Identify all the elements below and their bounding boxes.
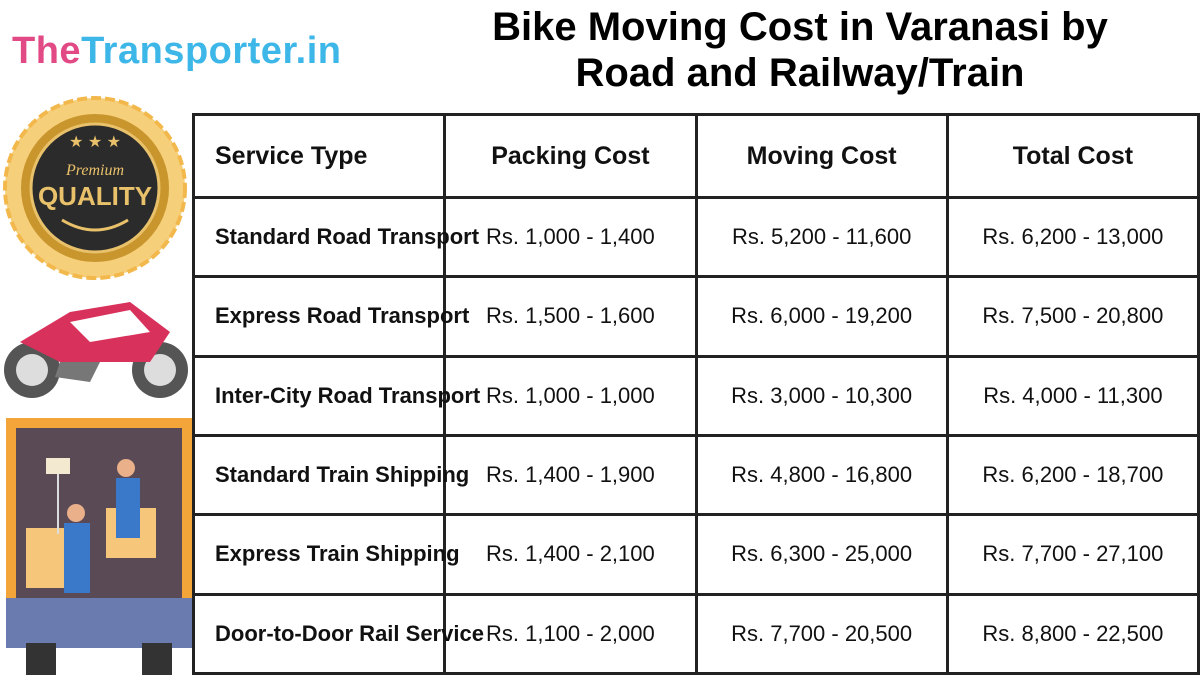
cell-total-cost: Rs. 7,700 - 27,100 (945, 513, 1200, 596)
premium-quality-badge-icon: ★ ★ ★ Premium QUALITY (3, 96, 187, 280)
cell-moving-cost: Rs. 3,000 - 10,300 (694, 354, 949, 437)
cell-service-type: Inter-City Road Transport (191, 354, 480, 437)
bike-moving-cost-table: Service Type Packing Cost Moving Cost To… (191, 113, 1200, 675)
cell-packing-cost: Rs. 1,400 - 2,100 (443, 513, 698, 596)
cell-service-type: Door-to-Door Rail Service (191, 592, 484, 675)
table-row: Express Road Transport Rs. 1,500 - 1,600 R… (191, 275, 1200, 358)
cell-packing-cost: Rs. 1,000 - 1,000 (443, 354, 698, 437)
svg-text:★ ★ ★: ★ ★ ★ (69, 134, 121, 151)
table-row: Standard Train Shipping Rs. 1,400 - 1,900… (191, 433, 1200, 517)
column-header-service-type: Service Type (191, 113, 447, 199)
svg-text:Premium: Premium (65, 162, 124, 179)
cell-service-type: Express Train Shipping (191, 513, 460, 596)
page-title: Bike Moving Cost in Varanasi by Road and … (492, 5, 1108, 95)
table-header-row: Service Type Packing Cost Moving Cost To… (191, 113, 1200, 199)
cell-packing-cost: Rs. 1,500 - 1,600 (443, 275, 698, 358)
table-row: Express Train Shipping Rs. 1,400 - 2,100 R… (191, 513, 1200, 596)
brand-logo: TheTransporter.in (12, 30, 342, 72)
cell-moving-cost: Rs. 5,200 - 11,600 (694, 195, 949, 279)
cell-total-cost: Rs. 6,200 - 13,000 (945, 195, 1200, 279)
table-row: Door-to-Door Rail Service Rs. 1,100 - 2,0… (191, 592, 1200, 675)
cell-packing-cost: Rs. 1,400 - 1,900 (443, 433, 698, 517)
cell-total-cost: Rs. 7,500 - 20,800 (945, 275, 1200, 358)
column-header-moving-cost: Moving Cost (694, 113, 949, 199)
cell-service-type: Express Road Transport (191, 275, 469, 358)
cell-service-type: Standard Train Shipping (191, 433, 469, 517)
cell-total-cost: Rs. 8,800 - 22,500 (945, 592, 1200, 675)
cell-total-cost: Rs. 4,000 - 11,300 (945, 354, 1200, 437)
motorbike-icon (4, 302, 188, 398)
cell-packing-cost: Rs. 1,100 - 2,000 (443, 592, 698, 675)
cell-moving-cost: Rs. 7,700 - 20,500 (694, 592, 949, 675)
cell-service-type: Standard Road Transport (191, 195, 479, 279)
svg-text:QUALITY: QUALITY (38, 181, 152, 211)
movers-truck-icon (6, 418, 192, 675)
cell-moving-cost: Rs. 4,800 - 16,800 (694, 433, 949, 517)
column-header-packing-cost: Packing Cost (443, 113, 698, 199)
cell-moving-cost: Rs. 6,300 - 25,000 (694, 513, 949, 596)
cell-total-cost: Rs. 6,200 - 18,700 (945, 433, 1200, 517)
cell-moving-cost: Rs. 6,000 - 19,200 (694, 275, 949, 358)
column-header-total-cost: Total Cost (945, 113, 1200, 199)
table-row: Standard Road Transport Rs. 1,000 - 1,400… (191, 195, 1200, 279)
table-row: Inter-City Road Transport Rs. 1,000 - 1,0… (191, 354, 1200, 437)
cell-packing-cost: Rs. 1,000 - 1,400 (443, 195, 698, 279)
